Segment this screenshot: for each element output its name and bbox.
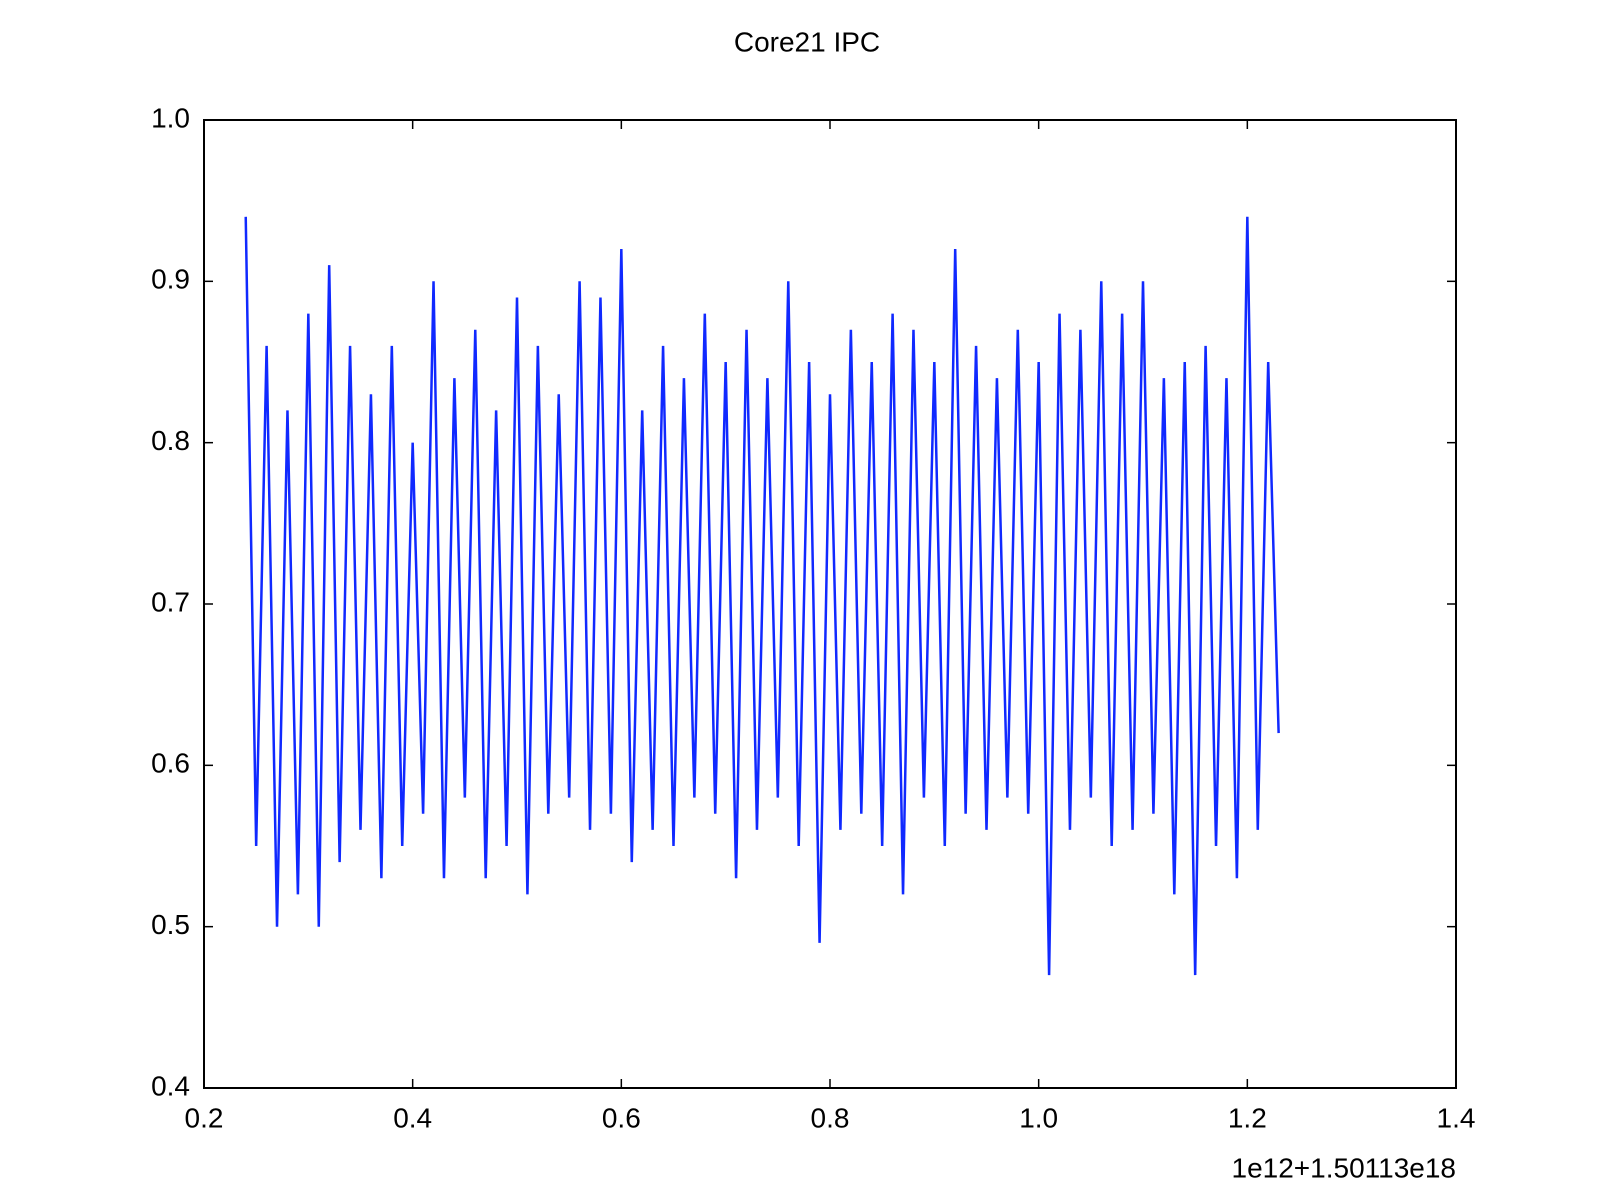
y-tick-label: 1.0 — [151, 102, 190, 133]
y-tick-label: 0.9 — [151, 264, 190, 295]
x-tick-label: 0.6 — [602, 1102, 641, 1133]
x-tick-label: 0.4 — [393, 1102, 432, 1133]
y-tick-label: 0.5 — [151, 909, 190, 940]
x-tick-label: 1.0 — [1019, 1102, 1058, 1133]
x-tick-label: 0.2 — [185, 1102, 224, 1133]
data-line — [244, 216, 1280, 976]
y-tick-label: 0.6 — [151, 748, 190, 779]
x-tick-label: 0.8 — [811, 1102, 850, 1133]
x-tick-label: 1.4 — [1437, 1102, 1476, 1133]
chart-title: Core21 IPC — [734, 26, 880, 57]
plot-frame — [203, 119, 1457, 1089]
y-tick-label: 0.8 — [151, 425, 190, 456]
y-tick-label: 0.7 — [151, 586, 190, 617]
y-tick-label: 0.4 — [151, 1070, 190, 1101]
x-tick-label: 1.2 — [1228, 1102, 1267, 1133]
x-offset-label: 1e12+1.50113e18 — [1232, 1152, 1457, 1183]
